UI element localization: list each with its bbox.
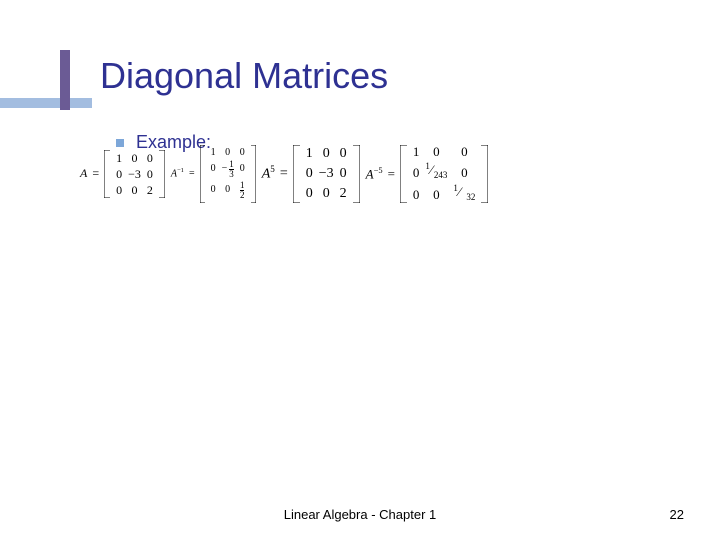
matrix-cell: 0	[219, 147, 237, 159]
matrix-Ainv: A−1=1000−1300012	[171, 145, 256, 203]
matrix-cell: 2	[144, 182, 156, 198]
matrix-A5: A5=1000−30002	[262, 144, 360, 204]
matrix-cell: 0	[237, 159, 248, 180]
bracket-left-icon	[293, 145, 300, 203]
bracket-left-icon	[200, 145, 205, 203]
matrix-cell: 1	[303, 144, 316, 164]
matrix-cell: 12	[237, 180, 248, 201]
bracket-right-icon	[353, 145, 360, 203]
matrix-grid: 1000−1300012	[208, 147, 248, 201]
matrix-cell: −13	[219, 159, 237, 180]
matrix-cell: 0	[208, 159, 219, 180]
matrix-cell: 0	[125, 182, 144, 198]
deco-vertical-bar	[60, 50, 70, 110]
matrix-cell: 0	[113, 166, 125, 182]
matrix-lhs: A	[80, 166, 87, 181]
matrix-cell: 0	[450, 161, 478, 183]
page-title: Diagonal Matrices	[100, 55, 388, 97]
matrix-cell: 0	[144, 150, 156, 166]
matrix-grid: 10001⁄2430001⁄32	[410, 142, 479, 205]
equals-sign: =	[278, 166, 290, 182]
matrix-cell: 0	[125, 150, 144, 166]
matrix-cell: 0	[337, 164, 350, 184]
matrix-cell: 1⁄32	[450, 183, 478, 205]
equals-sign: =	[187, 168, 197, 179]
matrix-cell: 0	[237, 147, 248, 159]
bracket-right-icon	[159, 150, 165, 198]
matrix-lhs: A−5	[366, 165, 383, 182]
footer-text: Linear Algebra - Chapter 1	[0, 507, 720, 522]
page-number: 22	[670, 507, 684, 522]
matrix-cell: −3	[125, 166, 144, 182]
matrix-cell: 0	[410, 161, 423, 183]
bracket-right-icon	[251, 145, 256, 203]
title-area: Diagonal Matrices	[0, 0, 720, 48]
matrix-cell: 0	[303, 164, 316, 184]
matrix-cell: 0	[410, 183, 423, 205]
matrix-cell: 1⁄243	[422, 161, 450, 183]
matrix-cell: 0	[316, 144, 337, 164]
matrix-cell: 0	[316, 184, 337, 204]
matrix-cell: 0	[337, 144, 350, 164]
matrix-A: A=1000−30002	[80, 150, 165, 198]
matrix-grid: 1000−30002	[303, 144, 350, 204]
matrix-lhs: A−1	[171, 167, 184, 179]
matrix-cell: 2	[337, 184, 350, 204]
deco-horizontal-bar	[0, 98, 92, 108]
bracket-left-icon	[400, 145, 407, 203]
matrix-Am5: A−5=10001⁄2430001⁄32	[366, 142, 489, 205]
bracket-left-icon	[104, 150, 110, 198]
matrix-cell: 0	[208, 180, 219, 201]
matrix-cell: 0	[303, 184, 316, 204]
equals-sign: =	[386, 166, 397, 182]
bracket-right-icon	[481, 145, 488, 203]
matrix-cell: 0	[450, 142, 478, 161]
matrix-cell: 1	[208, 147, 219, 159]
matrix-cell: 0	[422, 142, 450, 161]
equals-sign: =	[90, 166, 101, 181]
matrix-cell: 1	[113, 150, 125, 166]
matrix-grid: 1000−30002	[113, 150, 156, 198]
matrix-cell: −3	[316, 164, 337, 184]
matrix-cell: 0	[422, 183, 450, 205]
matrix-lhs: A5	[262, 164, 275, 183]
matrix-cell: 0	[144, 166, 156, 182]
matrix-cell: 1	[410, 142, 423, 161]
math-equation-row: A=1000−30002A−1=1000−1300012A5=1000−3000…	[80, 142, 488, 205]
matrix-cell: 0	[113, 182, 125, 198]
matrix-cell: 0	[219, 180, 237, 201]
